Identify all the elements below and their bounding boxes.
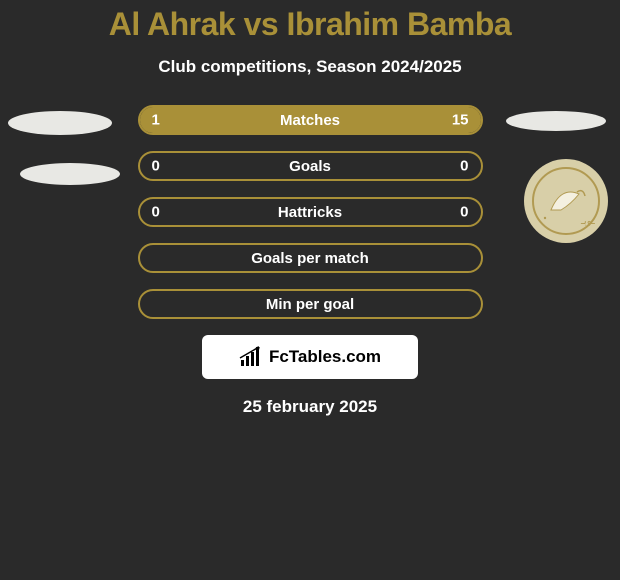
stat-label: Matches <box>280 112 340 129</box>
stat-rows: 1 Matches 15 0 Goals 0 0 Hattricks 0 <box>138 105 483 319</box>
stat-value-right: 15 <box>452 112 469 129</box>
player-right-avatar-placeholder <box>506 111 606 131</box>
club-left-badge-placeholder <box>20 163 120 185</box>
stat-label: Min per goal <box>266 296 354 313</box>
club-right-badge: ـوبـ <box>524 159 608 243</box>
comparison-section: ـوبـ 1 Matches 15 0 Goals 0 <box>0 105 620 319</box>
stat-row-goals-per-match: Goals per match <box>138 243 483 273</box>
stat-value-left: 0 <box>152 158 160 175</box>
date-text: 25 february 2025 <box>0 397 620 417</box>
stat-value-left: 1 <box>152 112 160 129</box>
player-left-avatar-placeholder <box>8 111 112 135</box>
page-title: Al Ahrak vs Ibrahim Bamba <box>0 6 620 43</box>
svg-text:ـوبـ: ـوبـ <box>580 216 596 227</box>
bar-chart-icon <box>239 346 265 368</box>
stat-value-right: 0 <box>460 204 468 221</box>
brand-box: FcTables.com <box>202 335 418 379</box>
stat-row-matches: 1 Matches 15 <box>138 105 483 135</box>
stat-value-left: 0 <box>152 204 160 221</box>
stat-value-right: 0 <box>460 158 468 175</box>
stat-row-hattricks: 0 Hattricks 0 <box>138 197 483 227</box>
stat-row-goals: 0 Goals 0 <box>138 151 483 181</box>
subtitle: Club competitions, Season 2024/2025 <box>0 57 620 77</box>
club-crest-icon: ـوبـ <box>531 166 601 236</box>
stat-label: Goals <box>289 158 331 175</box>
stat-label: Hattricks <box>278 204 342 221</box>
stat-row-min-per-goal: Min per goal <box>138 289 483 319</box>
brand-text: FcTables.com <box>269 347 381 367</box>
stat-label: Goals per match <box>251 250 369 267</box>
